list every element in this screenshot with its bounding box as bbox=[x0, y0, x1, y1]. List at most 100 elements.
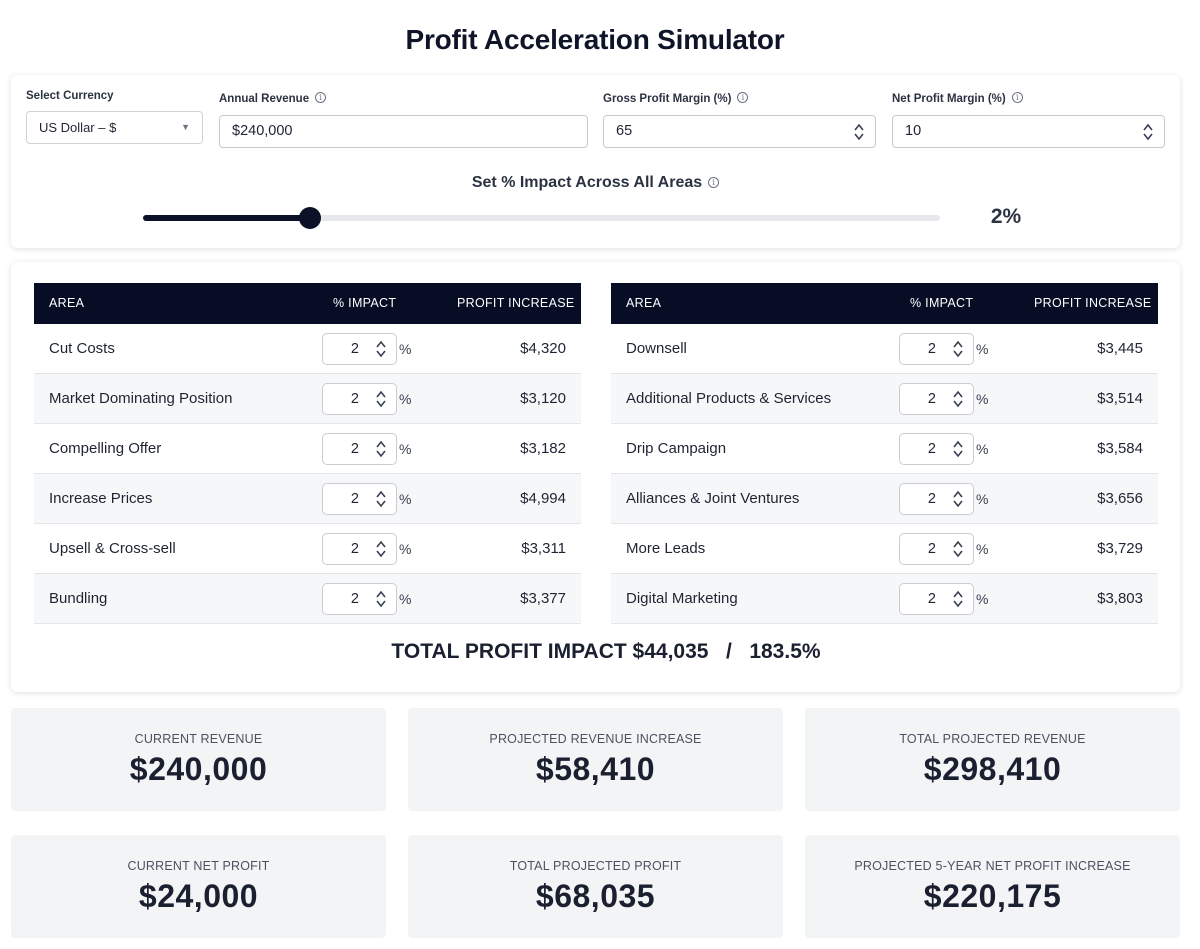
impact-input[interactable]: 2 bbox=[899, 333, 974, 365]
stepper-arrows-icon[interactable] bbox=[375, 339, 387, 359]
info-icon[interactable]: i bbox=[737, 92, 749, 103]
areas-table-left: AREA % IMPACT PROFIT INCREASE Cut Costs 2… bbox=[34, 283, 581, 624]
table-header: AREA % IMPACT PROFIT INCREASE bbox=[611, 283, 1158, 324]
area-name: Increase Prices bbox=[49, 490, 153, 507]
impact-input[interactable]: 2 bbox=[322, 383, 397, 415]
percent-sign: % bbox=[976, 441, 989, 457]
header-impact: % IMPACT bbox=[333, 296, 397, 310]
profit-increase: $3,803 bbox=[1097, 590, 1143, 607]
profit-increase: $3,445 bbox=[1097, 340, 1143, 357]
stat-total-projected-profit: TOTAL PROJECTED PROFIT $68,035 bbox=[408, 835, 783, 938]
gross-margin-input[interactable]: 65 bbox=[603, 115, 876, 148]
currency-select[interactable]: US Dollar – $ ▼ bbox=[26, 111, 203, 144]
percent-sign: % bbox=[399, 591, 412, 607]
impact-slider-label: Set % Impact Across All Areas i bbox=[11, 174, 1180, 192]
percent-sign: % bbox=[399, 491, 412, 507]
area-name: Alliances & Joint Ventures bbox=[626, 490, 800, 507]
profit-increase: $3,377 bbox=[520, 590, 566, 607]
annual-revenue-input[interactable]: $240,000 bbox=[219, 115, 588, 148]
stepper-arrows-icon[interactable] bbox=[375, 439, 387, 459]
table-row: Upsell & Cross-sell 2% $3,311 bbox=[34, 524, 581, 574]
stepper-arrows-icon[interactable] bbox=[952, 589, 964, 609]
impact-slider-value: 2% bbox=[990, 205, 1022, 228]
stepper-arrows-icon[interactable] bbox=[952, 339, 964, 359]
stepper-arrows-icon[interactable] bbox=[375, 489, 387, 509]
table-row: Downsell 2% $3,445 bbox=[611, 324, 1158, 374]
table-row: Drip Campaign 2% $3,584 bbox=[611, 424, 1158, 474]
total-percent: 183.5% bbox=[749, 640, 821, 663]
area-name: Additional Products & Services bbox=[626, 390, 832, 407]
impact-slider-thumb[interactable] bbox=[299, 207, 322, 229]
currency-label: Select Currency bbox=[26, 90, 114, 102]
profit-increase: $3,311 bbox=[521, 540, 566, 557]
table-row: Alliances & Joint Ventures 2% $3,656 bbox=[611, 474, 1158, 524]
info-icon[interactable]: i bbox=[1011, 92, 1023, 103]
profit-increase: $4,994 bbox=[520, 490, 566, 507]
total-amount: $44,035 bbox=[632, 640, 709, 663]
settings-panel: Select Currency US Dollar – $ ▼ Annual R… bbox=[11, 75, 1180, 248]
stepper-arrows-icon[interactable] bbox=[952, 539, 964, 559]
percent-sign: % bbox=[976, 591, 989, 607]
net-margin-input[interactable]: 10 bbox=[892, 115, 1165, 148]
impact-areas-panel: AREA % IMPACT PROFIT INCREASE Cut Costs 2… bbox=[11, 262, 1180, 692]
impact-input[interactable]: 2 bbox=[322, 333, 397, 365]
impact-input[interactable]: 2 bbox=[899, 483, 974, 515]
area-name: Upsell & Cross-sell bbox=[49, 540, 176, 557]
impact-input[interactable]: 2 bbox=[899, 433, 974, 465]
impact-input[interactable]: 2 bbox=[322, 433, 397, 465]
impact-slider-fill bbox=[143, 215, 311, 221]
percent-sign: % bbox=[976, 391, 989, 407]
profit-increase: $3,584 bbox=[1097, 440, 1143, 457]
stepper-arrows-icon[interactable] bbox=[952, 489, 964, 509]
stepper-arrows-icon[interactable] bbox=[952, 389, 964, 409]
table-row: Digital Marketing 2% $3,803 bbox=[611, 574, 1158, 624]
percent-sign: % bbox=[976, 541, 989, 557]
table-row: Bundling 2% $3,377 bbox=[34, 574, 581, 624]
percent-sign: % bbox=[399, 541, 412, 557]
stepper-arrows-icon[interactable] bbox=[375, 389, 387, 409]
stat-projected-revenue-increase: PROJECTED REVENUE INCREASE $58,410 bbox=[408, 708, 783, 811]
profit-increase: $3,656 bbox=[1097, 490, 1143, 507]
area-name: Downsell bbox=[626, 340, 687, 357]
header-area: AREA bbox=[49, 296, 85, 310]
page-title: Profit Acceleration Simulator bbox=[405, 24, 785, 55]
percent-sign: % bbox=[976, 341, 989, 357]
table-row: Cut Costs 2% $4,320 bbox=[34, 324, 581, 374]
info-icon[interactable]: i bbox=[708, 177, 720, 188]
impact-input[interactable]: 2 bbox=[322, 533, 397, 565]
total-profit-impact: TOTAL PROFIT IMPACT $44,035 / 183.5% bbox=[11, 640, 1200, 664]
net-margin-label: Net Profit Margin (%) i bbox=[892, 92, 1023, 105]
header-impact: % IMPACT bbox=[910, 296, 974, 310]
area-name: Drip Campaign bbox=[626, 440, 727, 457]
table-body: Cut Costs 2% $4,320 Market Dominating Posit… bbox=[34, 324, 581, 624]
stepper-arrows-icon[interactable] bbox=[375, 589, 387, 609]
area-name: Bundling bbox=[49, 590, 108, 607]
percent-sign: % bbox=[976, 491, 989, 507]
table-header: AREA % IMPACT PROFIT INCREASE bbox=[34, 283, 581, 324]
stepper-arrows-icon[interactable] bbox=[375, 539, 387, 559]
area-name: Compelling Offer bbox=[49, 440, 162, 457]
impact-input[interactable]: 2 bbox=[899, 583, 974, 615]
table-row: Market Dominating Position 2% $3,120 bbox=[34, 374, 581, 424]
impact-input[interactable]: 2 bbox=[322, 483, 397, 515]
percent-sign: % bbox=[399, 391, 412, 407]
profit-increase: $3,729 bbox=[1097, 540, 1143, 557]
stat-current-net-profit: CURRENT NET PROFIT $24,000 bbox=[11, 835, 386, 938]
total-separator: / bbox=[725, 640, 732, 663]
percent-sign: % bbox=[399, 441, 412, 457]
info-icon[interactable]: i bbox=[315, 92, 327, 103]
total-label: TOTAL PROFIT IMPACT bbox=[391, 640, 627, 663]
area-name: More Leads bbox=[626, 540, 706, 557]
chevron-down-icon: ▼ bbox=[181, 122, 190, 132]
header-area: AREA bbox=[626, 296, 662, 310]
percent-sign: % bbox=[399, 341, 412, 357]
stepper-arrows-icon[interactable] bbox=[853, 122, 865, 142]
impact-input[interactable]: 2 bbox=[322, 583, 397, 615]
currency-select-value: US Dollar – $ bbox=[39, 120, 117, 135]
impact-input[interactable]: 2 bbox=[899, 383, 974, 415]
stepper-arrows-icon[interactable] bbox=[1142, 122, 1154, 142]
stepper-arrows-icon[interactable] bbox=[952, 439, 964, 459]
impact-slider[interactable] bbox=[143, 207, 940, 229]
impact-input[interactable]: 2 bbox=[899, 533, 974, 565]
stat-total-projected-revenue: TOTAL PROJECTED REVENUE $298,410 bbox=[805, 708, 1180, 811]
